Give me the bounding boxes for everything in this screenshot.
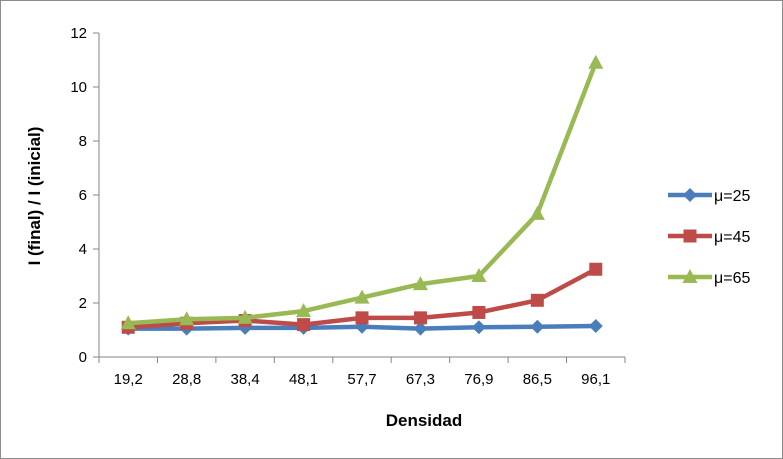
data-point-marker [179, 311, 195, 326]
x-axis: 19,2 28,8 38,4 48,1 57,7 67,3 76,9 86,5 96,1 [98, 356, 626, 388]
legend-label: μ=45 [714, 229, 750, 246]
legend: μ=25 μ=45 μ=65 [668, 188, 750, 287]
y-tick-label: 0 [79, 349, 87, 366]
data-point-marker [237, 309, 253, 324]
x-tick-label: 76,9 [464, 371, 493, 388]
data-point-marker [472, 305, 486, 319]
data-point-marker [471, 320, 486, 335]
x-tick-label: 48,1 [289, 371, 318, 388]
legend-label: μ=25 [714, 188, 750, 205]
x-tick-label: 86,5 [523, 371, 552, 388]
y-axis: 0 2 4 6 8 10 12 [70, 25, 100, 366]
legend-item: μ=45 [668, 229, 750, 246]
y-tick-label: 12 [70, 25, 87, 42]
y-tick-label: 10 [70, 79, 87, 96]
data-point-marker [413, 321, 428, 336]
data-point-marker [530, 319, 545, 334]
legend-item: μ=25 [668, 188, 750, 205]
data-point-marker [530, 293, 544, 307]
y-axis-title: I (final) / I (inicial) [25, 127, 44, 266]
x-tick-label: 38,4 [231, 371, 260, 388]
x-tick-label: 28,8 [172, 371, 201, 388]
data-point-marker [297, 318, 311, 332]
data-point-marker [120, 315, 136, 330]
y-tick-label: 4 [79, 241, 87, 258]
y-tick-label: 6 [79, 187, 87, 204]
data-point-marker [412, 276, 428, 291]
data-point-marker [413, 311, 427, 325]
data-point-marker [588, 54, 604, 69]
data-point-marker [354, 289, 370, 304]
data-point-marker [589, 262, 603, 276]
x-tick-label: 57,7 [347, 371, 376, 388]
x-tick-label: 67,3 [406, 371, 435, 388]
data-point-marker [471, 268, 487, 282]
series-3 [120, 54, 604, 330]
y-tick-label: 2 [79, 295, 87, 312]
x-tick-label: 96,1 [581, 371, 610, 388]
data-point-marker [529, 205, 545, 220]
data-point-marker [296, 303, 312, 318]
x-tick-label: 19,2 [114, 371, 143, 388]
legend-marker [683, 188, 697, 202]
legend-item: μ=65 [668, 269, 750, 287]
data-point-marker [355, 311, 369, 325]
data-point-marker [588, 318, 603, 333]
x-axis-title: Densidad [386, 411, 463, 430]
y-tick-label: 8 [79, 133, 87, 150]
legend-marker [683, 229, 697, 243]
series-layer [120, 54, 604, 336]
legend-label: μ=65 [714, 270, 750, 287]
legend-marker [682, 269, 698, 283]
